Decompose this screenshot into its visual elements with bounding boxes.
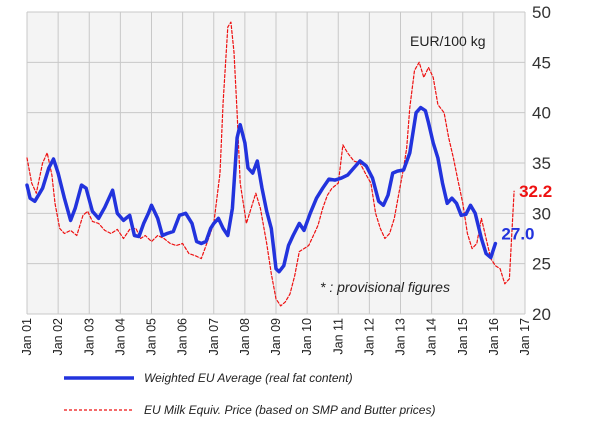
legend: Weighted EU Average (real fat content) E… [64,371,435,417]
series-line-milk-equiv [26,21,515,307]
x-tick-label: Jan 06 [176,318,190,356]
y-tick-label: 35 [532,154,551,173]
x-tick-label: Jan 12 [362,318,376,356]
x-tick-label: Jan 16 [487,318,501,356]
x-tick-label: Jan 10 [300,318,314,356]
y-tick-label: 40 [532,104,551,123]
y-tick-label: 45 [532,53,551,72]
x-tick-label: Jan 11 [331,318,345,355]
x-tick-label: Jan 09 [269,318,283,356]
x-tick-label: Jan 07 [207,318,221,356]
x-tick-label: Jan 05 [145,318,159,356]
x-tick-label: Jan 04 [113,318,127,356]
legend-label-weighted-avg: Weighted EU Average (real fat content) [144,371,353,385]
provisional-note: * : provisional figures [320,279,450,295]
legend-label-milk-equiv: EU Milk Equiv. Price (based on SMP and B… [144,403,435,417]
y-axis-ticks: 20 25 30 35 40 45 50 [532,3,551,324]
x-tick-label: Jan 01 [20,318,34,356]
x-tick-label: Jan 13 [394,318,408,356]
milk-equiv-last-value: 32.2 [519,182,552,201]
x-tick-label: Jan 02 [51,318,65,356]
x-tick-label: Jan 14 [425,318,439,356]
y-tick-label: 20 [532,305,551,324]
y-tick-label: 50 [532,3,551,22]
x-tick-label: Jan 17 [518,318,532,356]
series-lines [25,21,515,307]
x-tick-label: Jan 03 [82,318,96,356]
y-tick-label: 30 [532,204,551,223]
unit-label: EUR/100 kg [410,33,485,49]
x-tick-label: Jan 08 [238,318,252,356]
weighted-avg-last-value: 27.0 [501,225,534,244]
x-axis-ticks: Jan 01 Jan 02 Jan 03 Jan 04 Jan 05 Jan 06 Jan … [20,318,532,356]
x-tick-label: Jan 15 [456,318,470,356]
series-line-weighted-avg [25,105,498,274]
y-tick-label: 25 [532,255,551,274]
